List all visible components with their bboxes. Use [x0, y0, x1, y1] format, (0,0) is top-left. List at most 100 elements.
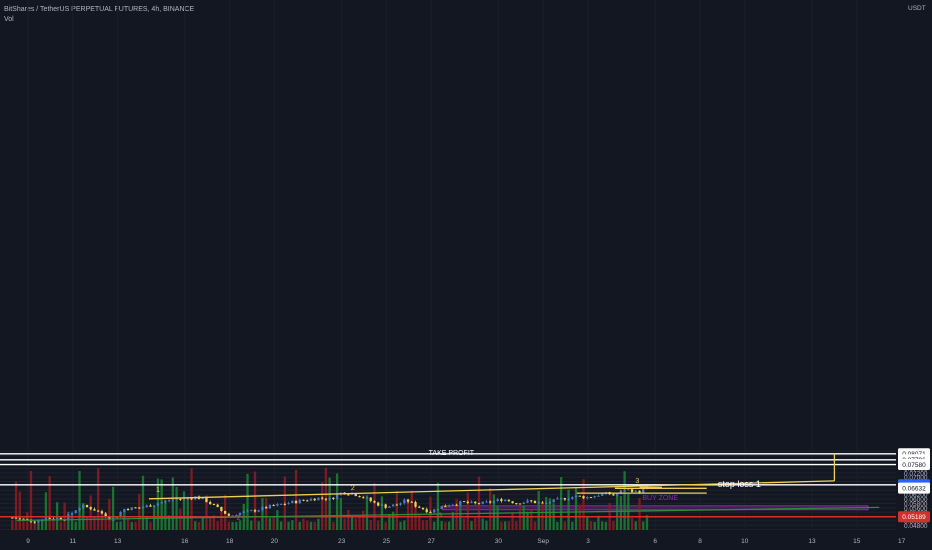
price-tick: 0.07200: [904, 470, 928, 477]
price-axis[interactable]: USDT 0.048000.050000.052000.054000.05600…: [896, 0, 932, 550]
volume-bar: [638, 497, 641, 530]
volume-bar: [444, 521, 447, 530]
volume-bar: [291, 520, 294, 530]
candle: [597, 495, 600, 497]
volume-bar: [589, 521, 593, 530]
candle: [545, 502, 548, 504]
candle: [167, 500, 171, 502]
candle: [466, 501, 469, 503]
volume-bar: [160, 479, 163, 530]
candle: [294, 500, 298, 504]
candle: [492, 501, 496, 503]
candle: [283, 503, 287, 505]
take-profit-label: TAKE PROFIT: [429, 450, 475, 457]
candle: [332, 497, 335, 499]
wave-2-top-label: 2: [351, 485, 355, 492]
volume-bar: [18, 491, 21, 530]
candle: [227, 513, 231, 516]
volume-bar: [89, 495, 92, 530]
candle: [164, 500, 167, 503]
volume-bar: [328, 477, 331, 530]
time-tick: 13: [114, 538, 122, 545]
candle: [440, 506, 443, 510]
volume-bar: [29, 470, 33, 530]
volume-bar: [403, 520, 406, 530]
candle: [220, 506, 223, 511]
volume-bar: [335, 473, 339, 530]
volume-bar: [429, 496, 432, 530]
candle: [574, 495, 578, 498]
volume-bar: [111, 486, 115, 530]
volume-bar: [201, 516, 204, 530]
time-tick: 30: [495, 538, 503, 545]
candle: [447, 505, 451, 507]
candle: [41, 520, 44, 522]
volume-bar: [582, 479, 585, 530]
candle: [481, 501, 484, 504]
volume-bar: [238, 520, 242, 530]
volume-bar: [459, 501, 462, 530]
candle: [59, 517, 63, 520]
volume-bar: [354, 518, 357, 530]
volume-bar: [362, 510, 365, 530]
volume-bar: [455, 499, 458, 530]
candle: [153, 505, 156, 507]
candle: [515, 503, 518, 505]
candle: [578, 495, 581, 497]
candle: [489, 501, 492, 503]
candle: [365, 497, 369, 499]
wave-3-bottom-label: 3: [438, 512, 442, 519]
wave-2-bottom-label: 2: [237, 515, 241, 522]
candle: [627, 489, 630, 491]
volume-bar: [70, 514, 74, 530]
candle: [429, 512, 432, 514]
candle: [11, 517, 14, 519]
candle: [246, 510, 249, 512]
candle: [518, 503, 522, 505]
candle: [26, 518, 29, 520]
candle: [612, 494, 615, 496]
volume-bar: [197, 521, 201, 530]
volume-bar: [268, 517, 272, 530]
volume-bar: [462, 518, 466, 530]
volume-bar: [182, 491, 186, 530]
price-tick: 0.07000: [904, 475, 928, 482]
candle: [634, 490, 637, 492]
volume-bar: [167, 515, 171, 530]
volume-bar: [347, 509, 350, 530]
candle: [425, 509, 428, 513]
volume-bar: [526, 511, 529, 530]
candle: [298, 499, 301, 504]
volume-bar: [138, 493, 141, 530]
candle: [410, 501, 413, 503]
volume-bar: [294, 469, 298, 530]
candle: [171, 499, 175, 501]
volume-bar: [97, 468, 100, 530]
volume-bar: [186, 496, 189, 530]
volume-bar: [507, 521, 511, 530]
candle: [205, 497, 208, 503]
price-0.05189-badge-text: 0.05189: [902, 514, 926, 521]
candle: [556, 498, 559, 500]
price-0.06632-badge-text: 0.06632: [902, 485, 926, 492]
candle: [418, 506, 421, 508]
volume-bar: [630, 517, 634, 530]
candle: [309, 498, 313, 501]
time-axis[interactable]: 9 11 13 16 18 20 23 25 27 30 Sep 3 6 8 10 13 15 17: [0, 530, 906, 550]
time-tick: 17: [898, 538, 906, 545]
candle: [272, 505, 275, 507]
candle: [74, 510, 77, 513]
wave-1-top-label: 1: [156, 487, 160, 494]
candle: [85, 504, 89, 508]
candle: [22, 518, 25, 520]
volume-bar: [567, 489, 570, 530]
time-tick: 3: [586, 538, 590, 545]
candle: [380, 504, 384, 506]
volume-label: Vol: [4, 16, 14, 23]
price-0.07580-badge-text: 0.07580: [902, 462, 926, 469]
volume-bar: [74, 521, 77, 530]
volume-bar: [205, 495, 208, 530]
buy-zone-label: BUY ZONE: [642, 495, 678, 502]
time-tick: 23: [338, 538, 346, 545]
